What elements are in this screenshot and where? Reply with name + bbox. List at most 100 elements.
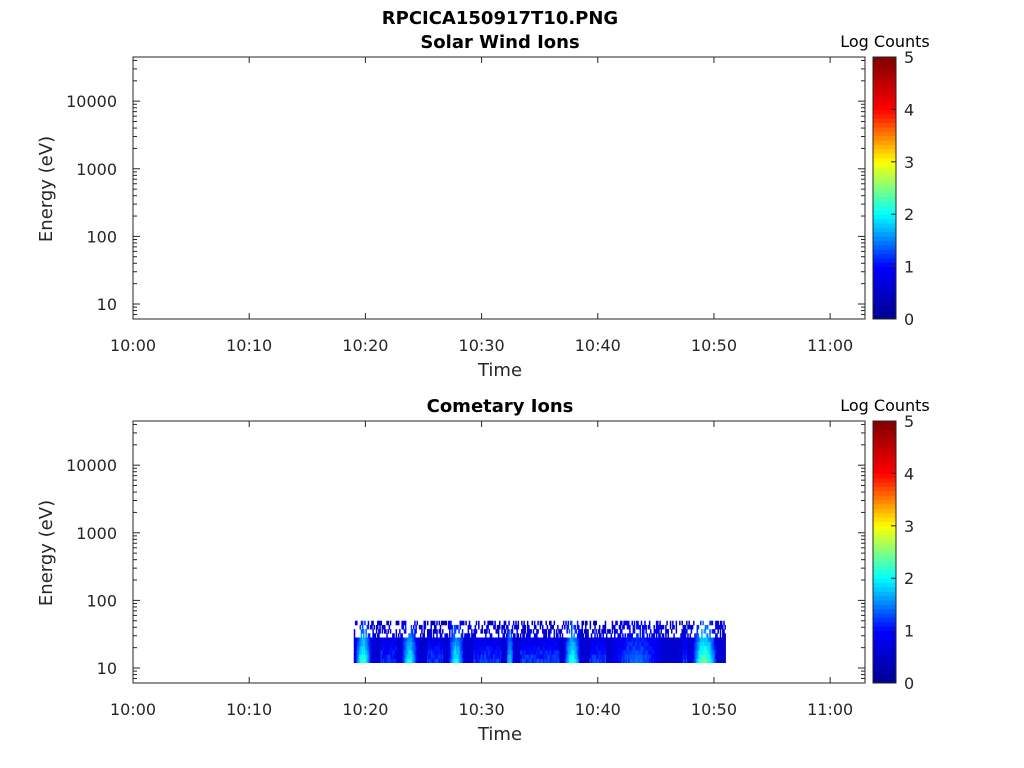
spectrogram-cell: [709, 629, 711, 634]
spectrogram-cell: [353, 641, 356, 647]
spectrogram-cell: [561, 645, 564, 651]
spectrogram-cell: [435, 650, 437, 655]
spectrogram-cell: [724, 637, 726, 643]
spectrogram-cell: [602, 641, 604, 647]
spectrogram-cell: [456, 645, 458, 651]
spectrogram-cell: [512, 633, 515, 638]
spectrogram-cell: [445, 658, 448, 663]
spectrogram-cell: [596, 650, 599, 655]
spectrogram-cell: [688, 650, 690, 655]
spectrogram-cell: [415, 650, 417, 655]
spectrogram-cell: [443, 645, 445, 651]
spectrogram-cell: [568, 650, 571, 655]
spectrogram-cell: [723, 629, 725, 634]
colorbar-segment: [873, 508, 896, 514]
spectrogram-cell: [422, 654, 424, 659]
spectrogram-cell: [354, 658, 357, 663]
spectrogram-cell: [561, 654, 564, 659]
spectrogram-cell: [665, 654, 667, 659]
spectrogram-cell: [619, 650, 622, 655]
spectrogram-cell: [665, 624, 667, 630]
spectrogram-cell: [521, 641, 523, 647]
spectrogram-cell: [616, 620, 618, 626]
spectrogram-cell: [588, 637, 590, 643]
spectrogram-cell: [643, 654, 645, 659]
spectrogram-cell: [681, 637, 683, 643]
spectrogram-cell: [537, 629, 539, 634]
spectrogram-cell: [466, 650, 468, 655]
spectrogram-cell: [571, 641, 573, 647]
spectrogram-cell: [650, 645, 652, 651]
spectrogram-cell: [559, 654, 561, 659]
spectrogram-cell: [370, 654, 372, 659]
spectrogram-cell: [618, 624, 621, 630]
spectrogram-cell: [641, 641, 644, 647]
spectrogram-cell: [365, 629, 367, 634]
colorbar-segment: [873, 236, 896, 241]
spectrogram-cell: [459, 620, 462, 626]
spectrogram-cell: [447, 645, 450, 651]
spectrogram-cell: [554, 645, 557, 651]
spectrogram-cell: [645, 645, 647, 651]
spectrogram-cell: [550, 658, 552, 663]
spectrogram-cell: [356, 654, 358, 659]
spectrogram-cell: [611, 650, 614, 655]
spectrogram-cell: [564, 637, 566, 643]
spectrogram-cell: [571, 650, 573, 655]
spectrogram-cell: [586, 637, 588, 643]
y-tick-label: 1000: [76, 160, 117, 179]
spectrogram-cell: [709, 633, 711, 638]
spectrogram-cell: [681, 645, 683, 651]
spectrogram-cell: [624, 633, 626, 638]
spectrogram-cell: [523, 624, 525, 630]
spectrogram-cell: [623, 620, 625, 626]
spectrogram-cell: [457, 650, 459, 655]
colorbar-segment: [873, 560, 896, 566]
spectrogram-cell: [680, 641, 682, 647]
spectrogram-cell: [631, 654, 633, 659]
spectrogram-cell: [381, 641, 384, 647]
spectrogram-cell: [636, 654, 638, 659]
spectrogram-cell: [634, 650, 637, 655]
spectrogram-cell: [363, 633, 365, 638]
spectrogram-cell: [438, 637, 441, 643]
spectrogram-cell: [411, 658, 414, 663]
spectrogram-cell: [641, 645, 644, 651]
spectrogram-cell: [644, 624, 646, 630]
spectrogram-cell: [633, 650, 636, 655]
spectrogram-cell: [515, 658, 517, 663]
spectrogram-cell: [676, 641, 679, 647]
spectrogram-cell: [358, 650, 360, 655]
spectrogram-cell: [414, 650, 416, 655]
colorbar-tick-label: 5: [904, 412, 914, 431]
spectrogram-cell: [462, 650, 465, 655]
spectrogram-cell: [591, 658, 594, 663]
spectrogram-cell: [474, 645, 477, 651]
spectrogram-cell: [541, 629, 544, 634]
spectrogram-cell: [517, 641, 520, 647]
spectrogram-cell: [495, 645, 498, 651]
spectrogram-cell: [375, 654, 378, 659]
spectrogram-cell: [517, 658, 520, 663]
x-tick-label: 10:50: [691, 336, 737, 355]
spectrogram-cell: [686, 650, 688, 655]
spectrogram-cell: [372, 633, 374, 638]
spectrogram-cell: [596, 641, 599, 647]
spectrogram-cell: [489, 645, 492, 651]
spectrogram-cell: [475, 650, 478, 655]
spectrogram-cell: [687, 654, 689, 659]
spectrogram-cell: [669, 658, 672, 663]
spectrogram-cell: [407, 654, 409, 659]
colorbar-segment: [873, 144, 896, 150]
spectrogram-cell: [674, 658, 676, 663]
spectrogram-cell: [709, 641, 711, 647]
spectrogram-cell: [481, 650, 484, 655]
spectrogram-cell: [666, 650, 668, 655]
spectrogram-cell: [562, 658, 565, 663]
spectrogram-cell: [552, 658, 554, 663]
spectrogram-cell: [638, 650, 640, 655]
spectrogram-cell: [581, 629, 584, 634]
spectrogram-cell: [658, 645, 660, 651]
spectrogram-cell: [465, 654, 467, 659]
